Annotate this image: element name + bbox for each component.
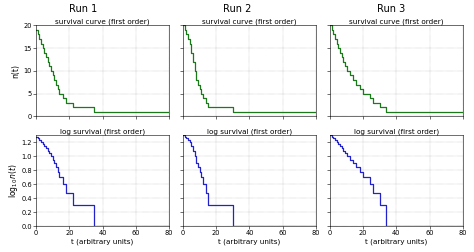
Y-axis label: n(t): n(t) bbox=[12, 64, 21, 78]
Title: survival curve (first order): survival curve (first order) bbox=[202, 18, 297, 25]
Title: log survival (first order): log survival (first order) bbox=[207, 128, 292, 135]
Title: log survival (first order): log survival (first order) bbox=[354, 128, 439, 135]
Title: survival curve (first order): survival curve (first order) bbox=[55, 18, 150, 25]
X-axis label: t (arbitrary units): t (arbitrary units) bbox=[72, 239, 134, 245]
Title: log survival (first order): log survival (first order) bbox=[60, 128, 145, 135]
Text: Run 3: Run 3 bbox=[377, 4, 405, 14]
X-axis label: t (arbitrary units): t (arbitrary units) bbox=[365, 239, 428, 245]
Text: Run 1: Run 1 bbox=[69, 4, 97, 14]
Text: Run 2: Run 2 bbox=[223, 4, 251, 14]
X-axis label: t (arbitrary units): t (arbitrary units) bbox=[219, 239, 281, 245]
Title: survival curve (first order): survival curve (first order) bbox=[349, 18, 444, 25]
Y-axis label: $\log_{10} n(t)$: $\log_{10} n(t)$ bbox=[7, 163, 20, 198]
